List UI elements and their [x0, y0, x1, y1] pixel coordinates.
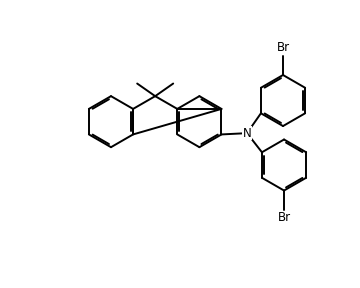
Text: Br: Br: [276, 41, 289, 54]
Text: Br: Br: [278, 211, 291, 224]
Text: N: N: [243, 127, 251, 140]
